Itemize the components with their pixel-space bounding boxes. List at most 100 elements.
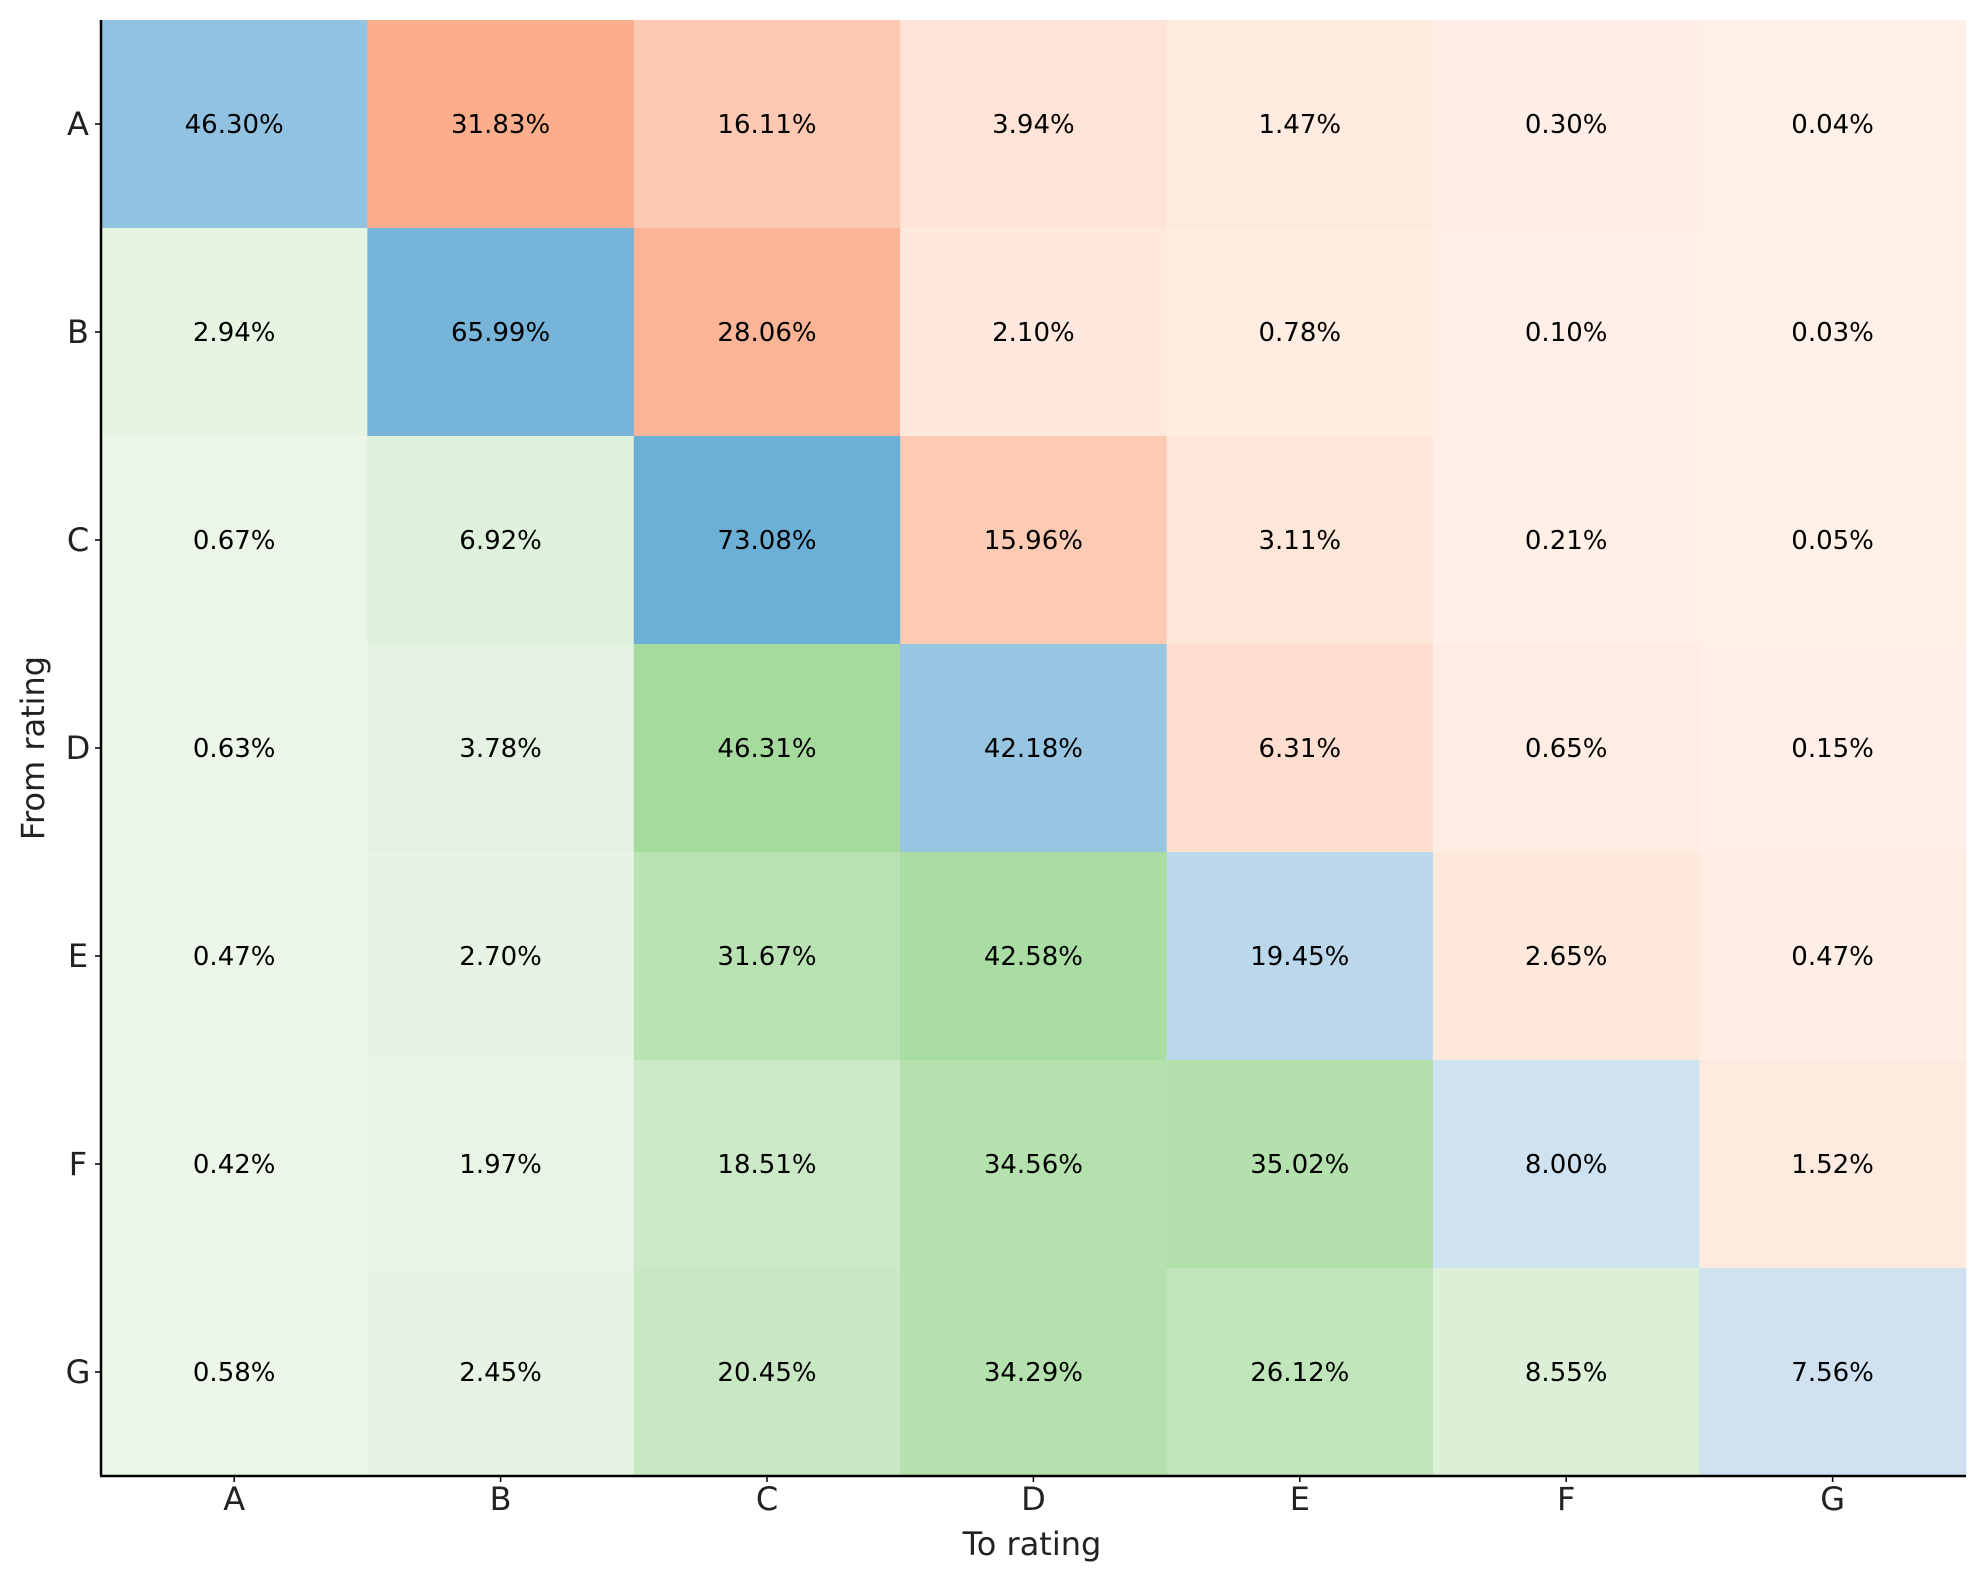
heatmap-cell-G-E [1166, 1268, 1434, 1477]
heatmap-cell-F-C [633, 1060, 901, 1269]
x-tick-label-G: G [1820, 1480, 1845, 1518]
heatmap-cell-B-A [101, 228, 368, 437]
cell-label-C-F: 0.21% [1525, 526, 1608, 556]
heatmap-cell-F-E [1166, 1060, 1434, 1269]
heatmap-cell-E-D [900, 852, 1168, 1061]
cell-label-C-C: 73.08% [717, 526, 816, 556]
cell-label-F-C: 18.51% [717, 1150, 816, 1180]
heatmap-cell-B-D [900, 228, 1168, 437]
cell-label-A-C: 16.11% [717, 110, 816, 140]
cell-label-B-A: 2.94% [193, 318, 276, 348]
cell-label-D-B: 3.78% [459, 734, 542, 764]
y-tick-label-E: E [68, 937, 88, 975]
heatmap-cells [101, 20, 1967, 1477]
cell-label-G-E: 26.12% [1250, 1358, 1349, 1388]
heatmap-cell-C-E [1166, 436, 1434, 645]
heatmap-cell-E-F [1433, 852, 1700, 1061]
y-tick-labels: A B C D E F G [66, 105, 101, 1391]
y-tick-label-A: A [67, 105, 89, 143]
cell-label-F-F: 8.00% [1525, 1150, 1608, 1180]
heatmap-cell-D-C [633, 644, 901, 853]
cell-label-E-F: 2.65% [1525, 942, 1608, 972]
cell-label-E-E: 19.45% [1250, 942, 1349, 972]
heatmap-cell-G-B [367, 1268, 635, 1477]
heatmap-cell-F-B [367, 1060, 635, 1269]
heatmap-cell-A-D [900, 20, 1168, 229]
heatmap-cell-E-C [633, 852, 901, 1061]
cell-label-B-C: 28.06% [717, 318, 816, 348]
cell-label-D-G: 0.15% [1791, 734, 1874, 764]
cell-label-B-B: 65.99% [451, 318, 550, 348]
cell-label-D-A: 0.63% [193, 734, 276, 764]
cell-label-A-E: 1.47% [1258, 110, 1341, 140]
cell-label-F-D: 34.56% [984, 1150, 1083, 1180]
heatmap-cell-C-G [1699, 436, 1967, 645]
heatmap-cell-D-D [900, 644, 1168, 853]
cell-label-G-B: 2.45% [459, 1358, 542, 1388]
y-axis-label: From rating [14, 656, 52, 840]
heatmap-cell-D-G [1699, 644, 1967, 853]
heatmap-cell-B-E [1166, 228, 1434, 437]
cell-label-C-D: 15.96% [984, 526, 1083, 556]
heatmap-cell-F-A [101, 1060, 368, 1269]
y-tick-label-B: B [67, 313, 89, 351]
x-tick-label-E: E [1290, 1480, 1310, 1518]
cell-label-B-E: 0.78% [1258, 318, 1341, 348]
heatmap-cell-A-F [1433, 20, 1700, 229]
heatmap-cell-B-G [1699, 228, 1967, 437]
x-tick-labels: A B C D E F G [223, 1476, 1845, 1518]
x-tick-label-C: C [756, 1480, 778, 1518]
heatmap-cell-B-C [633, 228, 901, 437]
cell-label-D-E: 6.31% [1258, 734, 1341, 764]
heatmap-cell-A-G [1699, 20, 1967, 229]
heatmap-cell-G-G [1699, 1268, 1967, 1477]
heatmap-cell-F-F [1433, 1060, 1700, 1269]
heatmap-cell-G-A [101, 1268, 368, 1477]
heatmap-cell-A-A [101, 20, 368, 229]
x-tick-label-A: A [223, 1480, 245, 1518]
cell-label-G-C: 20.45% [717, 1358, 816, 1388]
y-tick-label-F: F [69, 1145, 87, 1183]
cell-label-G-G: 7.56% [1791, 1358, 1874, 1388]
heatmap-cell-E-E [1166, 852, 1434, 1061]
cell-label-B-F: 0.10% [1525, 318, 1608, 348]
cell-label-F-A: 0.42% [193, 1150, 276, 1180]
heatmap-cell-D-E [1166, 644, 1434, 853]
x-tick-label-F: F [1557, 1480, 1575, 1518]
cell-label-C-B: 6.92% [459, 526, 542, 556]
y-tick-label-D: D [66, 729, 91, 767]
cell-label-C-E: 3.11% [1258, 526, 1341, 556]
cell-label-D-D: 42.18% [984, 734, 1083, 764]
cell-label-E-G: 0.47% [1791, 942, 1874, 972]
cell-label-G-F: 8.55% [1525, 1358, 1608, 1388]
heatmap-cell-A-B [367, 20, 635, 229]
heatmap-cell-E-B [367, 852, 635, 1061]
heatmap-cell-C-A [101, 436, 368, 645]
cell-label-E-B: 2.70% [459, 942, 542, 972]
heatmap-cell-B-B [367, 228, 635, 437]
cell-label-A-F: 0.30% [1525, 110, 1608, 140]
heatmap-cell-C-C [633, 436, 901, 645]
heatmap-cell-D-B [367, 644, 635, 853]
cell-label-G-D: 34.29% [984, 1358, 1083, 1388]
cell-label-F-G: 1.52% [1791, 1150, 1874, 1180]
heatmap-cell-B-F [1433, 228, 1700, 437]
cell-label-D-F: 0.65% [1525, 734, 1608, 764]
heatmap-cell-D-F [1433, 644, 1700, 853]
heatmap-cell-A-C [633, 20, 901, 229]
heatmap-cell-labels: 46.30% 31.83% 16.11% 3.94% 1.47% 0.30% 0.04% 2.… [185, 110, 1874, 1388]
heatmap-cell-D-A [101, 644, 368, 853]
cell-label-A-G: 0.04% [1791, 110, 1874, 140]
heatmap-cell-G-F [1433, 1268, 1700, 1477]
cell-label-D-C: 46.31% [717, 734, 816, 764]
heatmap-cell-C-F [1433, 436, 1700, 645]
cell-label-A-A: 46.30% [185, 110, 284, 140]
heatmap-cell-G-C [633, 1268, 901, 1477]
y-tick-label-C: C [67, 521, 89, 559]
heatmap-cell-E-A [101, 852, 368, 1061]
cell-label-F-E: 35.02% [1250, 1150, 1349, 1180]
y-tick-label-G: G [66, 1353, 91, 1391]
heatmap-cell-F-G [1699, 1060, 1967, 1269]
cell-label-C-A: 0.67% [193, 526, 276, 556]
